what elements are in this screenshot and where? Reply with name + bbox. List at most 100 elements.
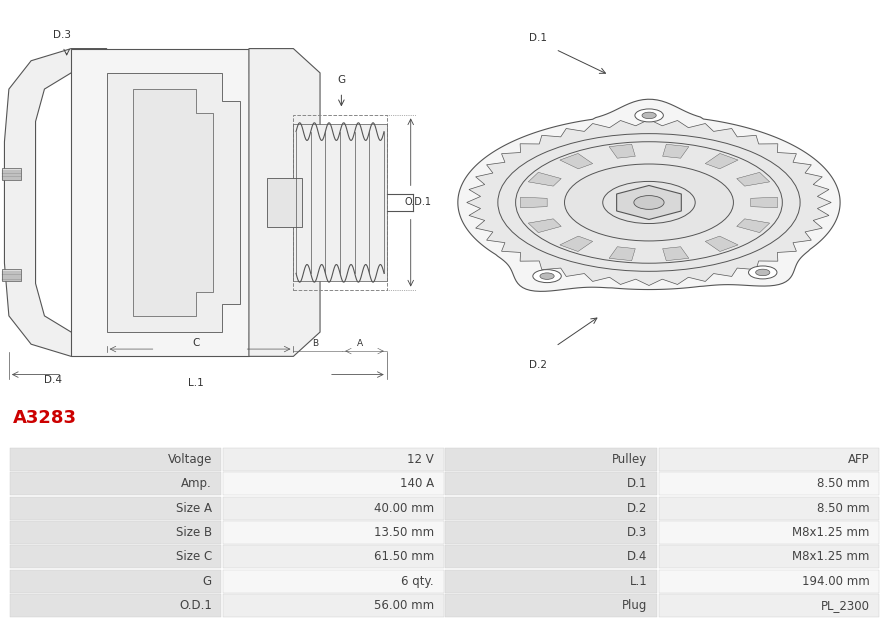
Text: Amp.: Amp. [181, 477, 212, 490]
Polygon shape [705, 236, 738, 252]
FancyBboxPatch shape [223, 545, 444, 568]
Circle shape [565, 164, 733, 241]
FancyBboxPatch shape [659, 472, 879, 495]
Polygon shape [528, 219, 561, 232]
Text: B: B [313, 340, 318, 348]
Bar [293, 115, 387, 290]
Text: D.1: D.1 [529, 32, 547, 42]
FancyBboxPatch shape [445, 472, 657, 495]
Text: Size B: Size B [176, 526, 212, 539]
Polygon shape [107, 73, 240, 332]
Circle shape [642, 112, 656, 118]
Polygon shape [560, 236, 593, 252]
FancyBboxPatch shape [10, 497, 221, 520]
Text: D.3: D.3 [628, 526, 647, 539]
Polygon shape [4, 49, 107, 356]
Polygon shape [737, 219, 770, 232]
Text: C: C [192, 338, 199, 348]
Text: D.3: D.3 [53, 31, 71, 40]
Polygon shape [751, 197, 777, 207]
Text: D.1: D.1 [627, 477, 647, 490]
Text: D.4: D.4 [44, 374, 62, 384]
Text: 8.50 mm: 8.50 mm [817, 502, 869, 515]
Text: 6 qty.: 6 qty. [402, 575, 434, 587]
Text: Size A: Size A [176, 502, 212, 515]
FancyBboxPatch shape [659, 521, 879, 544]
Polygon shape [609, 145, 636, 158]
FancyBboxPatch shape [10, 545, 221, 568]
Polygon shape [71, 49, 284, 356]
FancyBboxPatch shape [223, 570, 444, 593]
FancyBboxPatch shape [445, 448, 657, 471]
Text: 12 V: 12 V [407, 453, 434, 466]
Bar [267, 178, 302, 227]
Text: G: G [203, 575, 212, 587]
FancyBboxPatch shape [659, 570, 879, 593]
Text: Plug: Plug [622, 599, 647, 612]
FancyBboxPatch shape [10, 594, 221, 617]
FancyBboxPatch shape [10, 570, 221, 593]
Text: D.2: D.2 [529, 360, 547, 371]
Bar [2, 168, 21, 180]
FancyBboxPatch shape [223, 472, 444, 495]
Polygon shape [662, 145, 689, 158]
Text: 56.00 mm: 56.00 mm [374, 599, 434, 612]
Circle shape [635, 109, 663, 122]
FancyBboxPatch shape [659, 594, 879, 617]
Circle shape [540, 273, 554, 279]
FancyBboxPatch shape [659, 497, 879, 520]
Bar [2, 269, 21, 282]
Polygon shape [521, 197, 547, 207]
Polygon shape [617, 186, 681, 219]
Text: M8x1.25 mm: M8x1.25 mm [792, 551, 869, 563]
Polygon shape [609, 247, 636, 260]
FancyBboxPatch shape [10, 472, 221, 495]
Polygon shape [737, 173, 770, 186]
Text: O.D.1: O.D.1 [404, 197, 431, 207]
FancyBboxPatch shape [659, 448, 879, 471]
Circle shape [749, 266, 777, 279]
Polygon shape [560, 153, 593, 169]
Text: AFP: AFP [848, 453, 869, 466]
Polygon shape [458, 99, 840, 292]
FancyBboxPatch shape [445, 570, 657, 593]
Circle shape [634, 196, 664, 209]
Text: A: A [357, 340, 363, 348]
Polygon shape [133, 89, 213, 316]
Polygon shape [528, 173, 561, 186]
FancyBboxPatch shape [445, 521, 657, 544]
Text: Voltage: Voltage [167, 453, 212, 466]
Circle shape [756, 269, 770, 275]
FancyBboxPatch shape [10, 448, 221, 471]
Text: O.D.1: O.D.1 [179, 599, 212, 612]
Polygon shape [249, 49, 320, 356]
FancyBboxPatch shape [445, 545, 657, 568]
Text: 194.00 mm: 194.00 mm [802, 575, 869, 587]
Text: 8.50 mm: 8.50 mm [817, 477, 869, 490]
FancyBboxPatch shape [659, 545, 879, 568]
Bar [293, 123, 387, 282]
Text: A3283: A3283 [13, 409, 77, 427]
Text: 13.50 mm: 13.50 mm [374, 526, 434, 539]
FancyBboxPatch shape [223, 497, 444, 520]
Polygon shape [705, 153, 738, 169]
Text: 61.50 mm: 61.50 mm [373, 551, 434, 563]
Text: L.1: L.1 [188, 378, 204, 388]
Text: G: G [337, 75, 346, 85]
FancyBboxPatch shape [10, 521, 221, 544]
Text: 140 A: 140 A [400, 477, 434, 490]
FancyBboxPatch shape [223, 594, 444, 617]
Text: Pulley: Pulley [613, 453, 647, 466]
Text: D.4: D.4 [627, 551, 647, 563]
Text: D.2: D.2 [627, 502, 647, 515]
Text: PL_2300: PL_2300 [821, 599, 869, 612]
Text: L.1: L.1 [629, 575, 647, 587]
FancyBboxPatch shape [223, 521, 444, 544]
Polygon shape [662, 247, 689, 260]
Text: Size C: Size C [176, 551, 212, 563]
FancyBboxPatch shape [445, 497, 657, 520]
Polygon shape [467, 120, 831, 285]
FancyBboxPatch shape [445, 594, 657, 617]
FancyBboxPatch shape [223, 448, 444, 471]
Text: 40.00 mm: 40.00 mm [374, 502, 434, 515]
